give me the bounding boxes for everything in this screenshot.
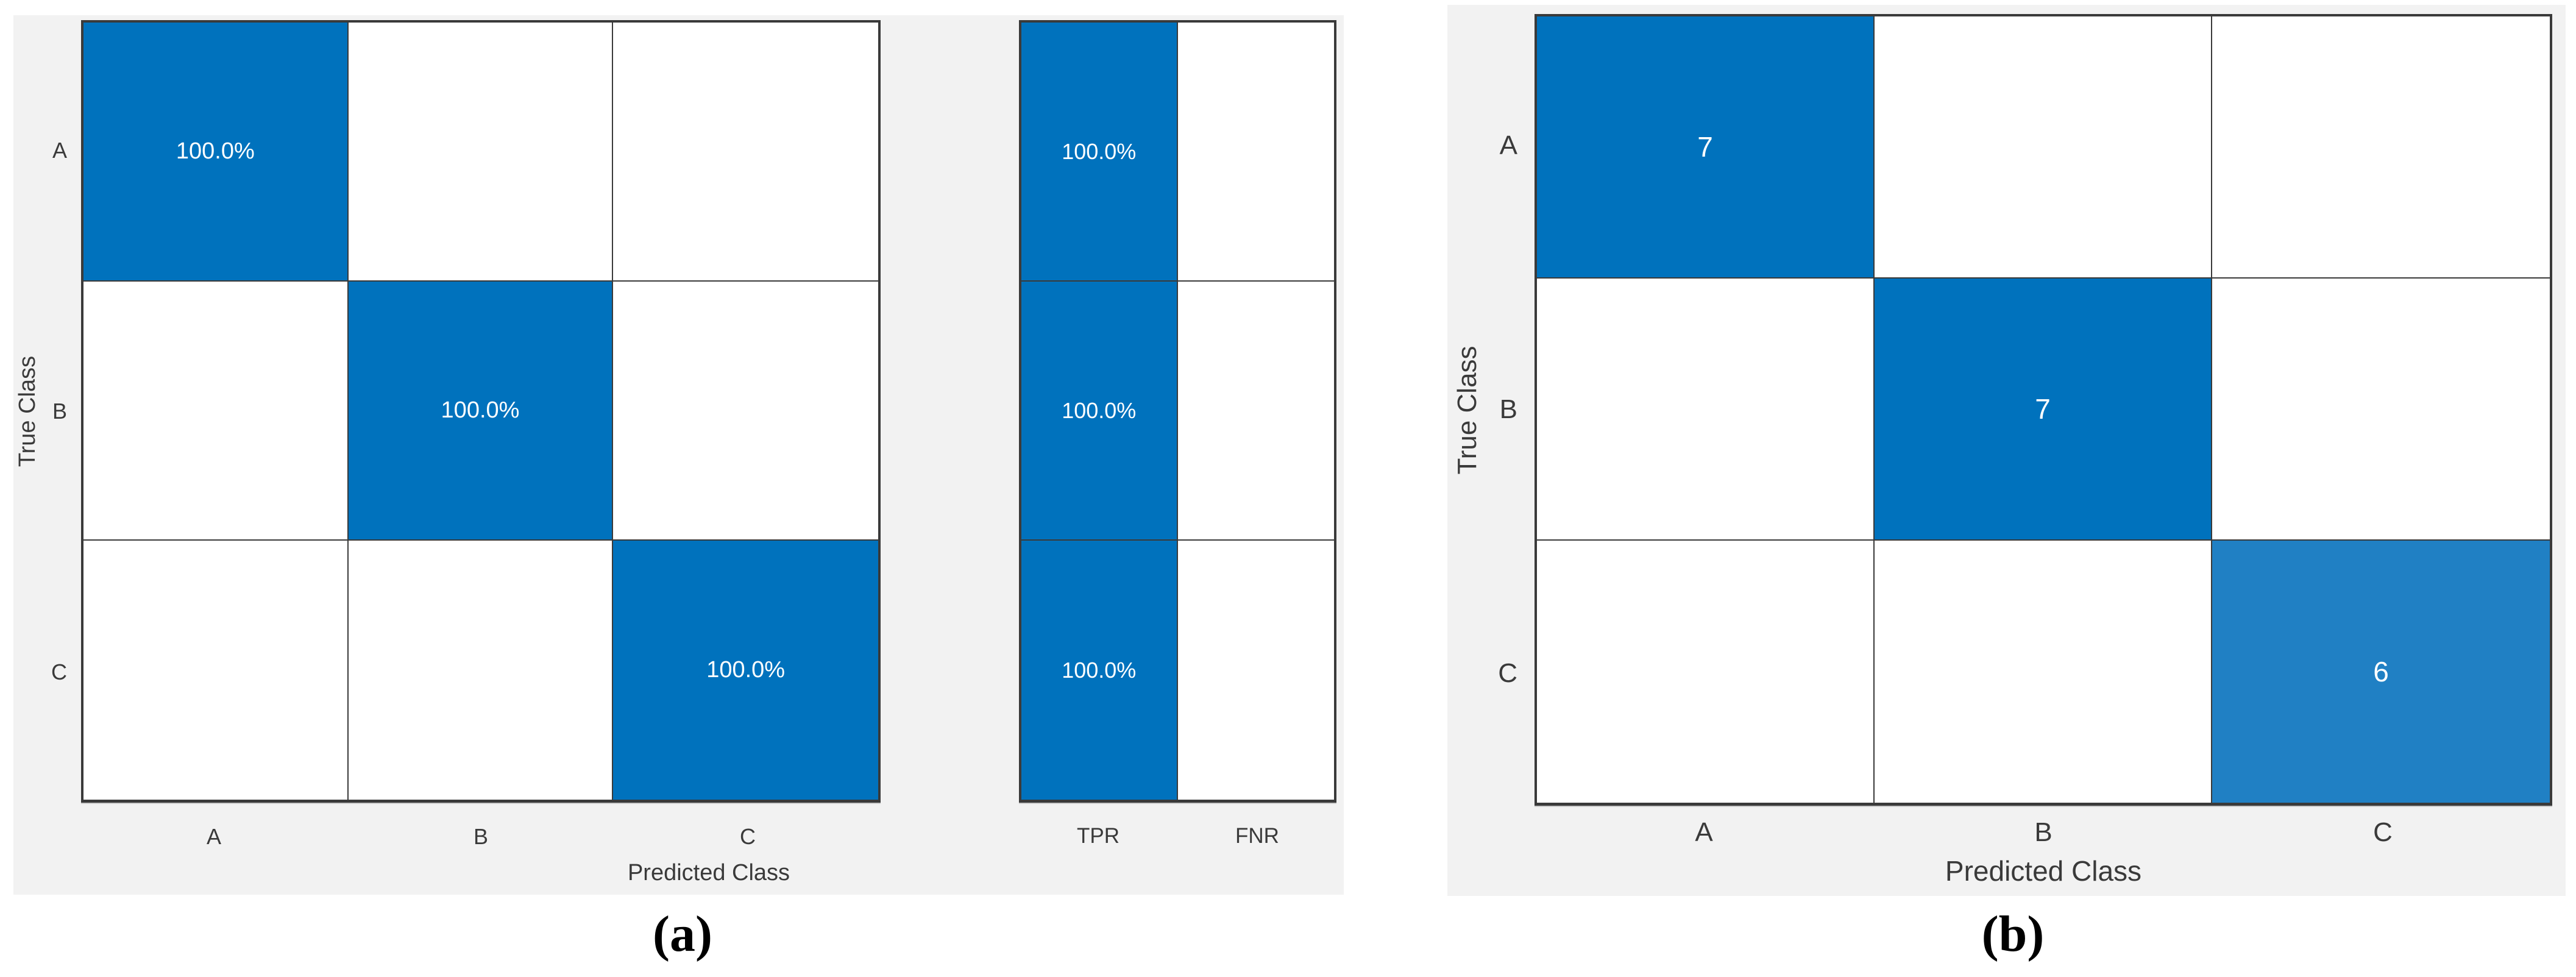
summary-col-label-fnr: FNR	[1235, 824, 1279, 848]
matrix-a-cell-C-C: 100.0%	[613, 541, 878, 800]
x-tick-a-B: B	[473, 824, 488, 849]
x-tick-a-A: A	[206, 824, 221, 849]
matrix-a-cell-B-C	[613, 282, 878, 541]
matrix-b-cell-C-B	[1875, 541, 2212, 803]
y-tick-a-B: B	[52, 399, 67, 424]
matrix-b-cell-A-B	[1875, 16, 2212, 279]
matrix-a-cell-A-C	[613, 23, 878, 282]
matrix-b-cell-C-A	[1537, 541, 1875, 803]
matrix-a-cell-A-B	[348, 23, 614, 282]
summary-cell-B-FNR	[1177, 282, 1334, 541]
matrix-b-cell-A-A: 7	[1537, 16, 1875, 279]
summary-cell-A-FNR	[1177, 23, 1334, 282]
summary-cell-A-TPR: 100.0%	[1021, 23, 1178, 282]
x-tick-b-A: A	[1695, 817, 1713, 847]
confusion-chart-panel-b: 7 7 6 A B C A B C Predicted Class True C…	[1447, 5, 2566, 896]
x-axis-label-b: Predicted Class	[1945, 855, 2142, 887]
matrix-b-cell-B-A	[1537, 279, 1875, 541]
matrix-a-cell-C-B	[348, 541, 614, 800]
row-summary-tpr-fnr: 100.0% 100.0% 100.0%	[1019, 20, 1336, 803]
confusion-matrix-b: 7 7 6	[1535, 14, 2552, 806]
y-tick-b-B: B	[1499, 394, 1517, 424]
x-axis-label-a: Predicted Class	[627, 860, 790, 886]
summary-col-label-tpr: TPR	[1077, 824, 1119, 848]
matrix-b-cell-B-C	[2212, 279, 2550, 541]
matrix-b-cell-A-C	[2212, 16, 2550, 279]
subfigure-caption-b: (b)	[1981, 906, 2045, 962]
x-tick-b-B: B	[2034, 817, 2053, 847]
matrix-a-cell-C-A	[83, 541, 349, 800]
confusion-chart-panel-a: 100.0% 100.0% 100.0% A B C A B C Predict…	[13, 15, 1344, 895]
confusion-matrix-a: 100.0% 100.0% 100.0%	[81, 20, 881, 803]
matrix-a-cell-B-A	[83, 282, 349, 541]
y-axis-label-a: True Class	[15, 355, 40, 467]
matrix-b-cell-B-B: 7	[1875, 279, 2212, 541]
y-axis-label-b: True Class	[1452, 346, 1482, 475]
matrix-a-cell-A-A: 100.0%	[83, 23, 349, 282]
y-tick-b-A: A	[1499, 130, 1517, 160]
summary-cell-C-TPR: 100.0%	[1021, 541, 1178, 800]
y-tick-b-C: C	[1498, 658, 1517, 688]
x-tick-a-C: C	[740, 824, 756, 849]
summary-cell-B-TPR: 100.0%	[1021, 282, 1178, 541]
y-tick-a-A: A	[52, 138, 67, 163]
matrix-a-cell-B-B: 100.0%	[348, 282, 614, 541]
matrix-b-cell-C-C: 6	[2212, 541, 2550, 803]
x-tick-b-C: C	[2373, 817, 2393, 847]
subfigure-caption-a: (a)	[653, 906, 712, 962]
y-tick-a-C: C	[51, 659, 67, 684]
summary-cell-C-FNR	[1177, 541, 1334, 800]
